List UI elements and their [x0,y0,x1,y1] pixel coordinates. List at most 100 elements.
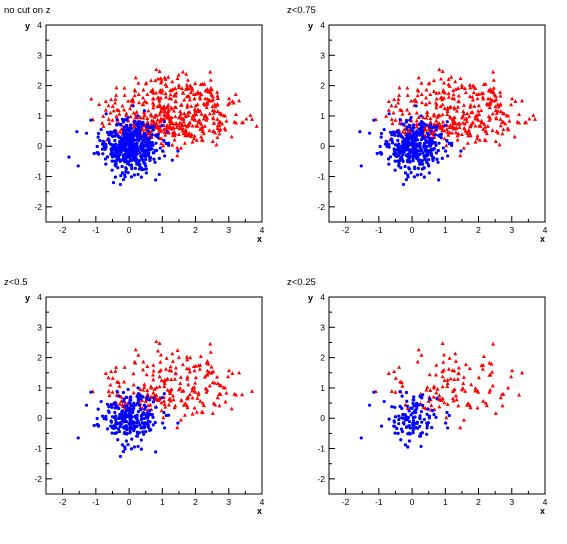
blue-circle-point [136,419,140,423]
red-triangle-point [163,91,168,96]
red-triangle-point [437,393,442,398]
red-triangle-point [168,92,173,97]
blue-circle-point [105,427,110,431]
red-triangle-point [510,96,515,101]
y-tick-label: 1 [37,111,42,121]
blue-circle-point [98,138,102,143]
blue-circle-point [170,158,174,162]
red-triangle-point [198,96,203,101]
blue-circle-point [110,431,114,435]
blue-circle-point [439,136,443,140]
blue-circle-point [132,152,136,156]
blue-circle-point [395,130,399,134]
red-triangle-point [438,104,443,109]
red-triangle-point [456,86,461,90]
red-triangle-point [131,371,136,376]
blue-circle-point [399,438,403,442]
blue-circle-point [124,404,129,408]
blue-circle-point [409,134,413,139]
red-triangle-point [179,86,184,90]
red-triangle-point [179,121,184,126]
red-triangle-point [434,390,439,395]
red-triangle-point [464,119,469,124]
blue-circle-point [435,396,439,400]
blue-circle-point [154,405,158,409]
red-triangle-point [397,365,402,369]
red-triangle-point [132,93,137,98]
red-triangle-point [181,119,186,124]
red-triangle-point [185,405,190,410]
blue-circle-point [428,139,432,143]
red-triangle-point [169,105,174,110]
red-triangle-point [427,394,432,399]
blue-circle-point [421,131,425,136]
blue-circle-point [403,443,408,447]
red-triangle-point [192,405,197,410]
blue-circle-point [384,139,388,143]
x-tick-label: 4 [260,225,265,235]
red-triangle-point [517,392,522,397]
red-triangle-point [451,121,456,126]
red-triangle-point [190,411,195,416]
red-triangle-point [117,129,122,134]
red-triangle-point [487,117,492,122]
blue-circle-point [387,112,391,116]
blue-circle-point [114,145,118,150]
red-triangle-point [180,362,185,367]
blue-circle-point [402,422,406,426]
y-tick-label: 0 [37,413,42,423]
blue-circle-point [430,426,434,430]
blue-circle-point [131,104,135,108]
blue-circle-point [130,409,134,413]
red-triangle-point [180,90,185,95]
blue-circle-point [408,118,412,122]
blue-circle-point [143,149,147,153]
blue-circle-point [397,422,401,426]
blue-circle-point [427,157,431,162]
blue-circle-point [392,147,396,151]
red-triangle-point [186,113,191,117]
scatter-pad-z-lt-0.25: z<0.25 -2 -1 0 1 2 3 4 -2 -1 0 1 2 3 4 x y [283,272,566,544]
red-triangle-point [113,369,118,373]
blue-circle-point [129,163,134,167]
red-triangle-point [133,88,138,93]
red-triangle-point [459,85,464,90]
blue-circle-point [387,145,391,149]
red-triangle-point [215,395,220,400]
blue-circle-point [92,151,96,156]
red-triangle-point [507,118,512,123]
red-triangle-point [185,395,190,400]
red-triangle-point [389,117,394,121]
red-triangle-point [178,109,183,113]
red-triangle-point [481,362,486,367]
blue-circle-point [148,158,152,163]
red-triangle-point [210,139,215,143]
red-triangle-point [434,372,439,377]
red-triangle-point [444,127,449,131]
blue-circle-point [429,123,433,127]
red-triangle-point [468,85,473,90]
red-triangle-point [171,397,176,402]
red-triangle-point [223,385,228,390]
red-triangle-point [498,101,503,106]
red-triangle-point [437,113,442,118]
red-triangle-point [119,394,124,399]
blue-circle-point [426,134,430,139]
red-triangle-point [493,411,498,415]
blue-circle-point [411,416,416,420]
red-triangle-point [481,90,486,95]
blue-circle-point [399,427,404,431]
blue-circle-point [115,117,119,122]
red-triangle-point [419,80,424,85]
blue-circle-point [110,143,115,147]
blue-circle-point [426,149,430,153]
red-triangle-point [479,108,484,113]
red-triangle-point [159,408,164,413]
blue-circle-point [113,159,117,163]
blue-circle-point [388,130,393,134]
red-triangle-point [172,137,177,142]
red-triangle-point [192,116,197,121]
red-triangle-point [468,405,473,410]
y-tick-label: -1 [317,172,325,182]
red-triangle-point [217,119,222,124]
